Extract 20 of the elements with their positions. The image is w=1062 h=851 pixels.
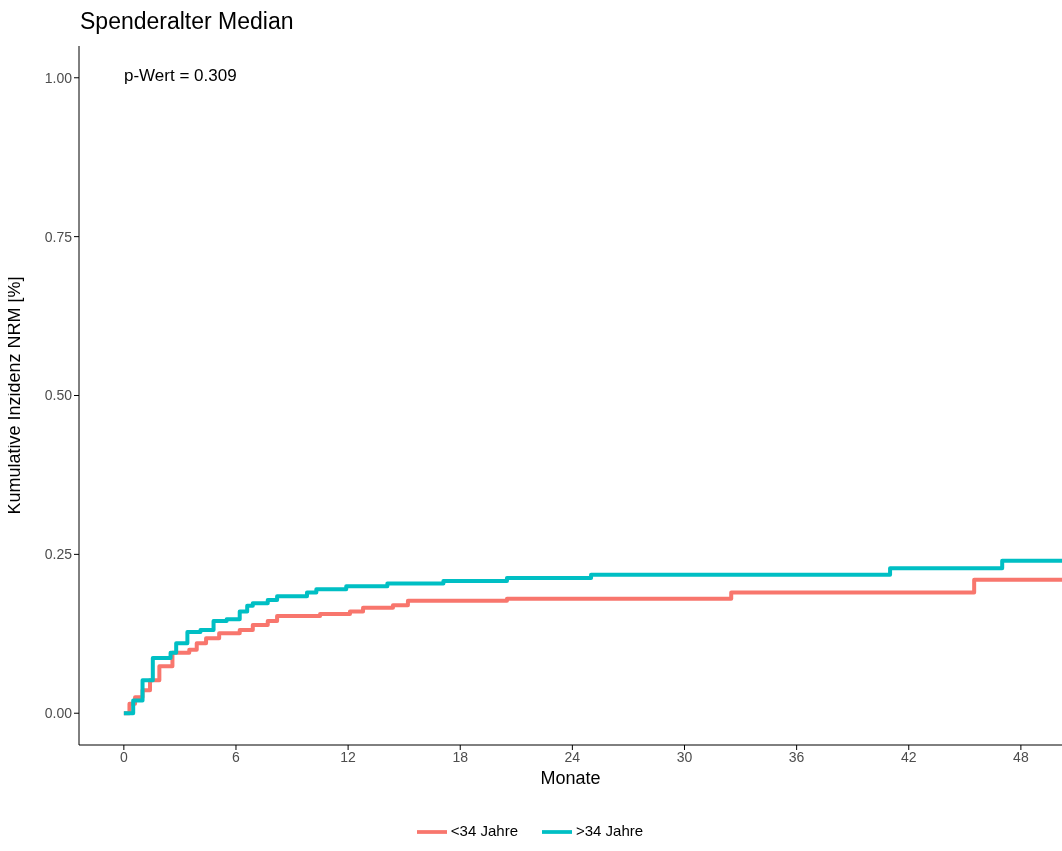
x-tick-label: 48 (1013, 748, 1029, 765)
legend-label: >34 Jahre (576, 821, 644, 839)
x-tick-label: 6 (232, 748, 241, 765)
x-tick-label: 18 (452, 748, 469, 765)
x-tick-label: 0 (119, 748, 128, 765)
y-tick-label: 0.25 (44, 546, 73, 563)
y-tick-label: 0.00 (44, 705, 73, 722)
chart-title: Spenderalter Median (80, 8, 294, 35)
annotation: p-Wert = 0.309 (124, 66, 237, 86)
y-tick-label: 0.75 (44, 228, 73, 245)
x-tick-label: 36 (788, 748, 805, 765)
x-axis-title: Monate (540, 767, 601, 788)
x-tick-label: 30 (676, 748, 693, 765)
y-axis-title: Kumulative Inzidenz NRM [%] (4, 276, 25, 515)
x-tick-label: 12 (340, 748, 357, 765)
legend-label: <34 Jahre (450, 821, 518, 839)
y-tick-label: 0.50 (44, 387, 73, 404)
x-tick-label: 24 (564, 748, 581, 765)
x-tick-label: 42 (900, 748, 917, 765)
y-tick-label: 1.00 (44, 69, 73, 86)
